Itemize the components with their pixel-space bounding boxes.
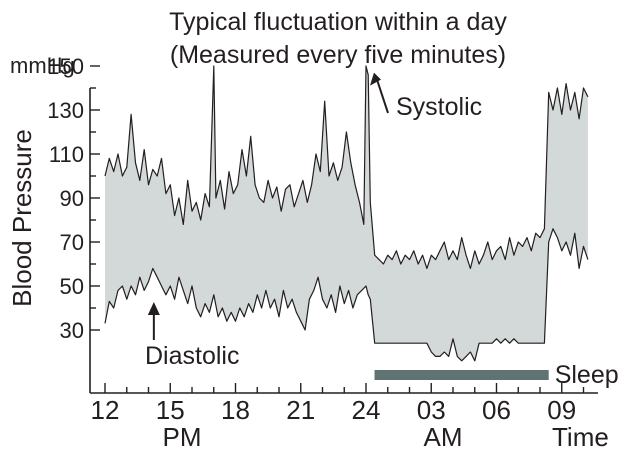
x-tick-label: 15 — [156, 395, 185, 425]
chart-title: Typical fluctuation within a day — [169, 8, 507, 36]
y-tick-label: 70 — [60, 230, 84, 255]
sleep-label: Sleep — [555, 361, 619, 389]
annotations: Systolic Diastolic — [145, 72, 482, 370]
chart-subtitle: (Measured every five minutes) — [170, 41, 506, 69]
sleep-bar — [374, 370, 549, 380]
y-axis-label: Blood Pressure — [7, 129, 37, 307]
x-tick-label: 12 — [91, 395, 120, 425]
pressure-band — [105, 66, 588, 361]
y-tick-label: 90 — [60, 186, 84, 211]
y-tick-label: 150 — [47, 54, 84, 79]
systolic-line — [104, 65, 589, 269]
diastolic-annotation: Diastolic — [145, 342, 239, 370]
period-label: PM — [163, 422, 202, 452]
period-label: AM — [424, 422, 463, 452]
plot-area — [104, 65, 589, 362]
x-tick-label: 24 — [352, 395, 381, 425]
y-tick-label: 130 — [47, 98, 84, 123]
y-tick-label: 30 — [60, 318, 84, 343]
diastolic-line — [104, 228, 589, 362]
x-tick-label: 03 — [417, 395, 446, 425]
y-tick-label: 50 — [60, 274, 84, 299]
period-labels: PM AM — [163, 422, 463, 452]
y-unit-label: mmHg — [10, 53, 75, 78]
systolic-arrowhead — [370, 72, 381, 86]
x-tick-label: 09 — [547, 395, 576, 425]
systolic-annotation: Systolic — [396, 93, 482, 121]
x-tick-label: 21 — [286, 395, 315, 425]
x-axis-label: Time — [552, 422, 609, 452]
x-axis-ticks: 12 15 18 21 24 03 06 09 — [91, 383, 585, 425]
y-tick-label: 110 — [49, 142, 84, 167]
diastolic-arrowhead — [147, 302, 160, 315]
y-axis-ticks: 30 50 70 90 110 130 150 — [47, 54, 100, 343]
systolic-arrow — [375, 76, 389, 114]
x-tick-label: 06 — [482, 395, 511, 425]
x-tick-label: 18 — [221, 395, 250, 425]
